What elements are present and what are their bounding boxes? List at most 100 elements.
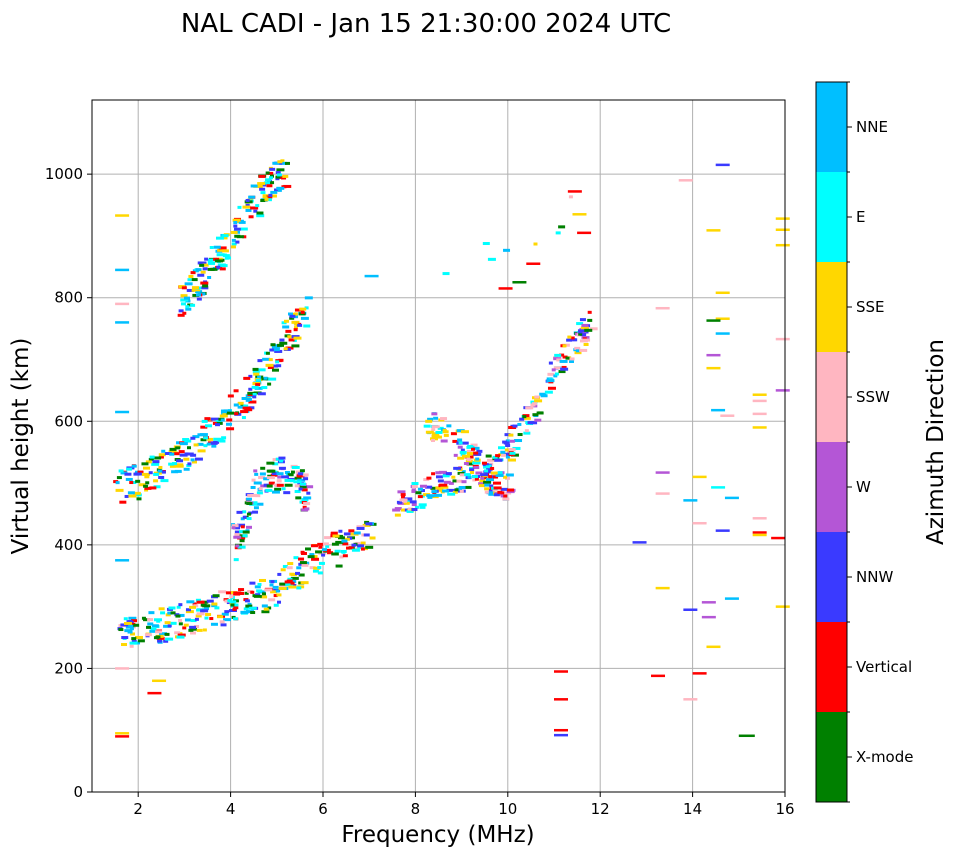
echo-mark <box>275 360 280 364</box>
echo-mark <box>301 563 309 567</box>
echo-mark <box>455 487 462 491</box>
echo-mark <box>397 490 406 494</box>
echo-mark <box>404 497 413 501</box>
echo-mark <box>299 482 306 486</box>
echo-mark <box>254 585 261 589</box>
echo-mark <box>182 626 187 630</box>
echo-mark <box>230 230 238 234</box>
echo-mark <box>216 253 225 257</box>
echo-mark <box>462 454 471 458</box>
echo-mark <box>457 438 463 442</box>
echo-mark <box>245 497 252 501</box>
echo-mark <box>200 270 206 274</box>
echo-mark <box>711 408 726 412</box>
echo-mark <box>272 364 279 368</box>
echo-mark <box>332 534 340 538</box>
echo-mark <box>711 486 726 489</box>
echo-mark <box>396 500 402 504</box>
echo-mark <box>152 460 160 464</box>
echo-mark <box>275 171 281 175</box>
echo-mark <box>129 481 134 485</box>
echo-mark <box>419 484 427 488</box>
echo-mark <box>268 598 276 602</box>
echo-mark <box>504 433 511 437</box>
echo-mark <box>443 480 451 484</box>
echo-mark <box>214 606 220 610</box>
echo-mark <box>134 472 143 476</box>
echo-mark <box>211 602 218 606</box>
echo-mark <box>196 628 203 632</box>
echo-mark <box>415 491 422 495</box>
echo-mark <box>176 635 185 639</box>
echo-mark <box>507 458 516 462</box>
echo-mark <box>312 555 318 559</box>
echo-mark <box>133 623 140 627</box>
echo-mark <box>578 330 583 334</box>
echo-mark <box>233 389 239 393</box>
echo-mark <box>334 549 341 553</box>
echo-mark <box>293 336 302 340</box>
echo-mark <box>294 489 301 493</box>
colorbar-swatch <box>816 712 847 802</box>
echo-mark <box>233 224 238 228</box>
echo-mark <box>134 635 143 639</box>
echo-mark <box>242 235 247 239</box>
echo-mark <box>394 513 401 517</box>
echo-mark <box>300 581 309 585</box>
echo-mark <box>309 566 316 570</box>
echo-mark <box>202 604 211 608</box>
echo-mark <box>177 313 185 317</box>
echo-mark <box>193 604 199 608</box>
echo-mark <box>270 580 275 584</box>
echo-mark <box>204 257 209 261</box>
echo-mark <box>409 500 417 504</box>
echo-mark <box>285 161 291 165</box>
echo-mark <box>234 234 241 238</box>
echo-mark <box>245 208 252 212</box>
echo-mark <box>503 475 508 479</box>
echo-mark <box>553 374 558 378</box>
echo-mark <box>655 586 670 590</box>
echo-mark <box>282 325 290 329</box>
echo-mark <box>775 228 790 231</box>
echo-mark <box>460 448 465 452</box>
echo-mark <box>300 551 307 555</box>
echo-mark <box>317 566 322 570</box>
echo-mark <box>176 459 184 463</box>
echo-mark <box>298 562 303 566</box>
echo-mark <box>530 403 536 407</box>
echo-mark <box>425 485 433 489</box>
echo-mark <box>195 598 201 602</box>
echo-mark <box>250 184 258 188</box>
echo-mark <box>161 449 166 453</box>
echo-mark <box>216 265 221 269</box>
echo-mark <box>254 386 263 390</box>
echo-mark <box>446 424 452 428</box>
echo-mark <box>115 481 120 485</box>
echo-mark <box>273 603 279 607</box>
echo-mark <box>443 433 449 437</box>
echo-mark <box>153 485 161 489</box>
echo-mark <box>196 297 202 301</box>
echo-mark <box>458 486 466 490</box>
echo-mark <box>189 631 196 635</box>
echo-mark <box>427 495 433 499</box>
echo-mark <box>562 344 567 348</box>
echo-mark <box>484 487 490 491</box>
echo-mark <box>130 632 136 636</box>
echo-mark <box>210 622 218 626</box>
colorbar-tick-label: NNE <box>856 118 888 136</box>
echo-mark <box>163 639 169 643</box>
echo-mark <box>252 510 259 514</box>
echo-mark <box>411 503 417 507</box>
echo-mark <box>706 645 721 649</box>
echo-mark <box>194 457 203 461</box>
echo-mark <box>706 353 721 357</box>
echo-mark <box>508 448 516 452</box>
echo-mark <box>176 605 181 609</box>
echo-mark <box>273 483 278 487</box>
echo-mark <box>457 445 463 449</box>
y-axis-ticks: 0 200 400 600 800 1000 <box>45 165 92 801</box>
echo-mark <box>301 508 309 512</box>
echo-mark <box>184 296 191 300</box>
